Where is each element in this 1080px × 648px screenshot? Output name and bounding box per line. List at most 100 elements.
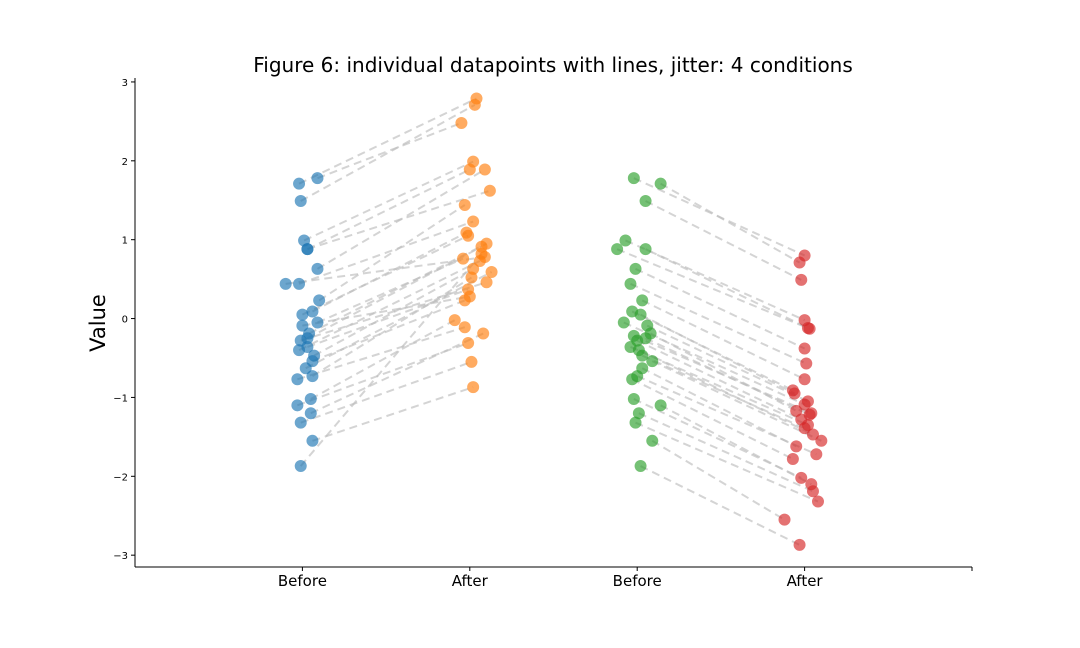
- pair-line: [285, 256, 485, 285]
- pair-line: [640, 313, 796, 395]
- data-point: [485, 266, 498, 279]
- data-point: [634, 460, 647, 473]
- pair-line: [651, 360, 822, 442]
- axes-layer: −3 −2 −1 0 1 2 3 Before After Before After: [113, 78, 973, 590]
- data-point: [786, 452, 799, 465]
- pair-line: [625, 239, 806, 322]
- pair-line: [631, 378, 794, 460]
- data-point: [654, 399, 667, 412]
- data-point: [294, 195, 307, 208]
- pair-line: [317, 257, 464, 324]
- pair-line: [660, 182, 801, 264]
- data-point: [301, 243, 314, 256]
- data-point: [301, 340, 314, 353]
- pair-line: [651, 439, 786, 521]
- data-point: [293, 277, 306, 290]
- pair-line: [300, 103, 476, 202]
- pair-line: [636, 375, 817, 456]
- pair-line: [310, 319, 456, 400]
- pair-line: [312, 386, 474, 442]
- y-tick-label: −1: [113, 393, 128, 404]
- data-point: [304, 407, 317, 420]
- data-point: [795, 273, 808, 286]
- data-point: [311, 262, 324, 275]
- data-point: [624, 277, 637, 290]
- data-point: [311, 316, 324, 329]
- data-point: [306, 434, 319, 447]
- data-point: [306, 355, 319, 368]
- data-point: [306, 370, 319, 383]
- data-point: [798, 342, 811, 355]
- pair-line: [650, 332, 797, 412]
- points-layer: [279, 92, 828, 551]
- pair-line: [298, 97, 477, 185]
- data-point: [291, 373, 304, 386]
- data-point: [810, 448, 823, 461]
- data-point: [629, 416, 642, 429]
- pair-line: [307, 189, 491, 251]
- y-tick-label: 2: [122, 157, 128, 168]
- pair-line: [645, 200, 802, 281]
- pair-line: [311, 276, 473, 377]
- data-point: [798, 373, 811, 386]
- data-point: [632, 344, 645, 357]
- chart-title: Figure 6: individual datapoints with lin…: [253, 53, 853, 77]
- y-tick-label: 3: [122, 78, 128, 89]
- data-point: [294, 460, 307, 473]
- y-tick-label: −2: [113, 472, 128, 483]
- pair-line: [300, 360, 472, 424]
- pair-line: [633, 398, 802, 479]
- data-point: [778, 513, 791, 526]
- pair-line: [317, 122, 462, 180]
- pair-line: [310, 332, 484, 415]
- pair-line: [635, 267, 806, 350]
- data-point: [304, 393, 317, 406]
- pair-line: [645, 248, 809, 329]
- data-point: [467, 215, 480, 228]
- pair-line: [311, 231, 467, 313]
- data-point: [475, 247, 488, 260]
- data-point: [458, 198, 471, 211]
- data-point: [455, 116, 468, 129]
- data-point: [800, 357, 813, 370]
- pair-line: [638, 349, 814, 436]
- x-tick-label: After: [787, 572, 824, 590]
- pair-line: [297, 342, 469, 407]
- pair-line: [641, 354, 806, 430]
- data-point: [619, 234, 632, 247]
- pair-line: [630, 282, 807, 365]
- data-point: [611, 243, 624, 256]
- pair-line: [638, 412, 814, 493]
- pair-line: [303, 160, 474, 242]
- data-point: [468, 98, 481, 111]
- pair-line: [641, 299, 806, 381]
- data-point: [790, 440, 803, 453]
- y-tick-label: 1: [122, 236, 128, 247]
- pair-line: [302, 295, 470, 327]
- data-point: [478, 163, 491, 176]
- data-point: [654, 177, 667, 190]
- data-point: [646, 355, 659, 368]
- data-point: [463, 163, 476, 176]
- pair-line: [630, 346, 809, 426]
- data-point: [806, 428, 819, 441]
- data-point: [627, 393, 640, 406]
- data-point: [634, 308, 647, 321]
- data-point: [793, 538, 806, 551]
- pair-line: [640, 465, 801, 546]
- data-point: [803, 322, 816, 335]
- pair-line: [636, 339, 802, 421]
- pair-line: [312, 299, 466, 363]
- data-point: [639, 243, 652, 256]
- pair-line: [308, 242, 487, 335]
- data-point: [798, 398, 811, 411]
- data-point: [313, 294, 326, 307]
- data-point: [477, 327, 490, 340]
- data-point: [296, 308, 309, 321]
- pair-line: [635, 421, 819, 503]
- data-point: [626, 373, 639, 386]
- pair-line: [313, 267, 474, 357]
- pair-line: [300, 281, 487, 342]
- pair-line: [306, 245, 482, 340]
